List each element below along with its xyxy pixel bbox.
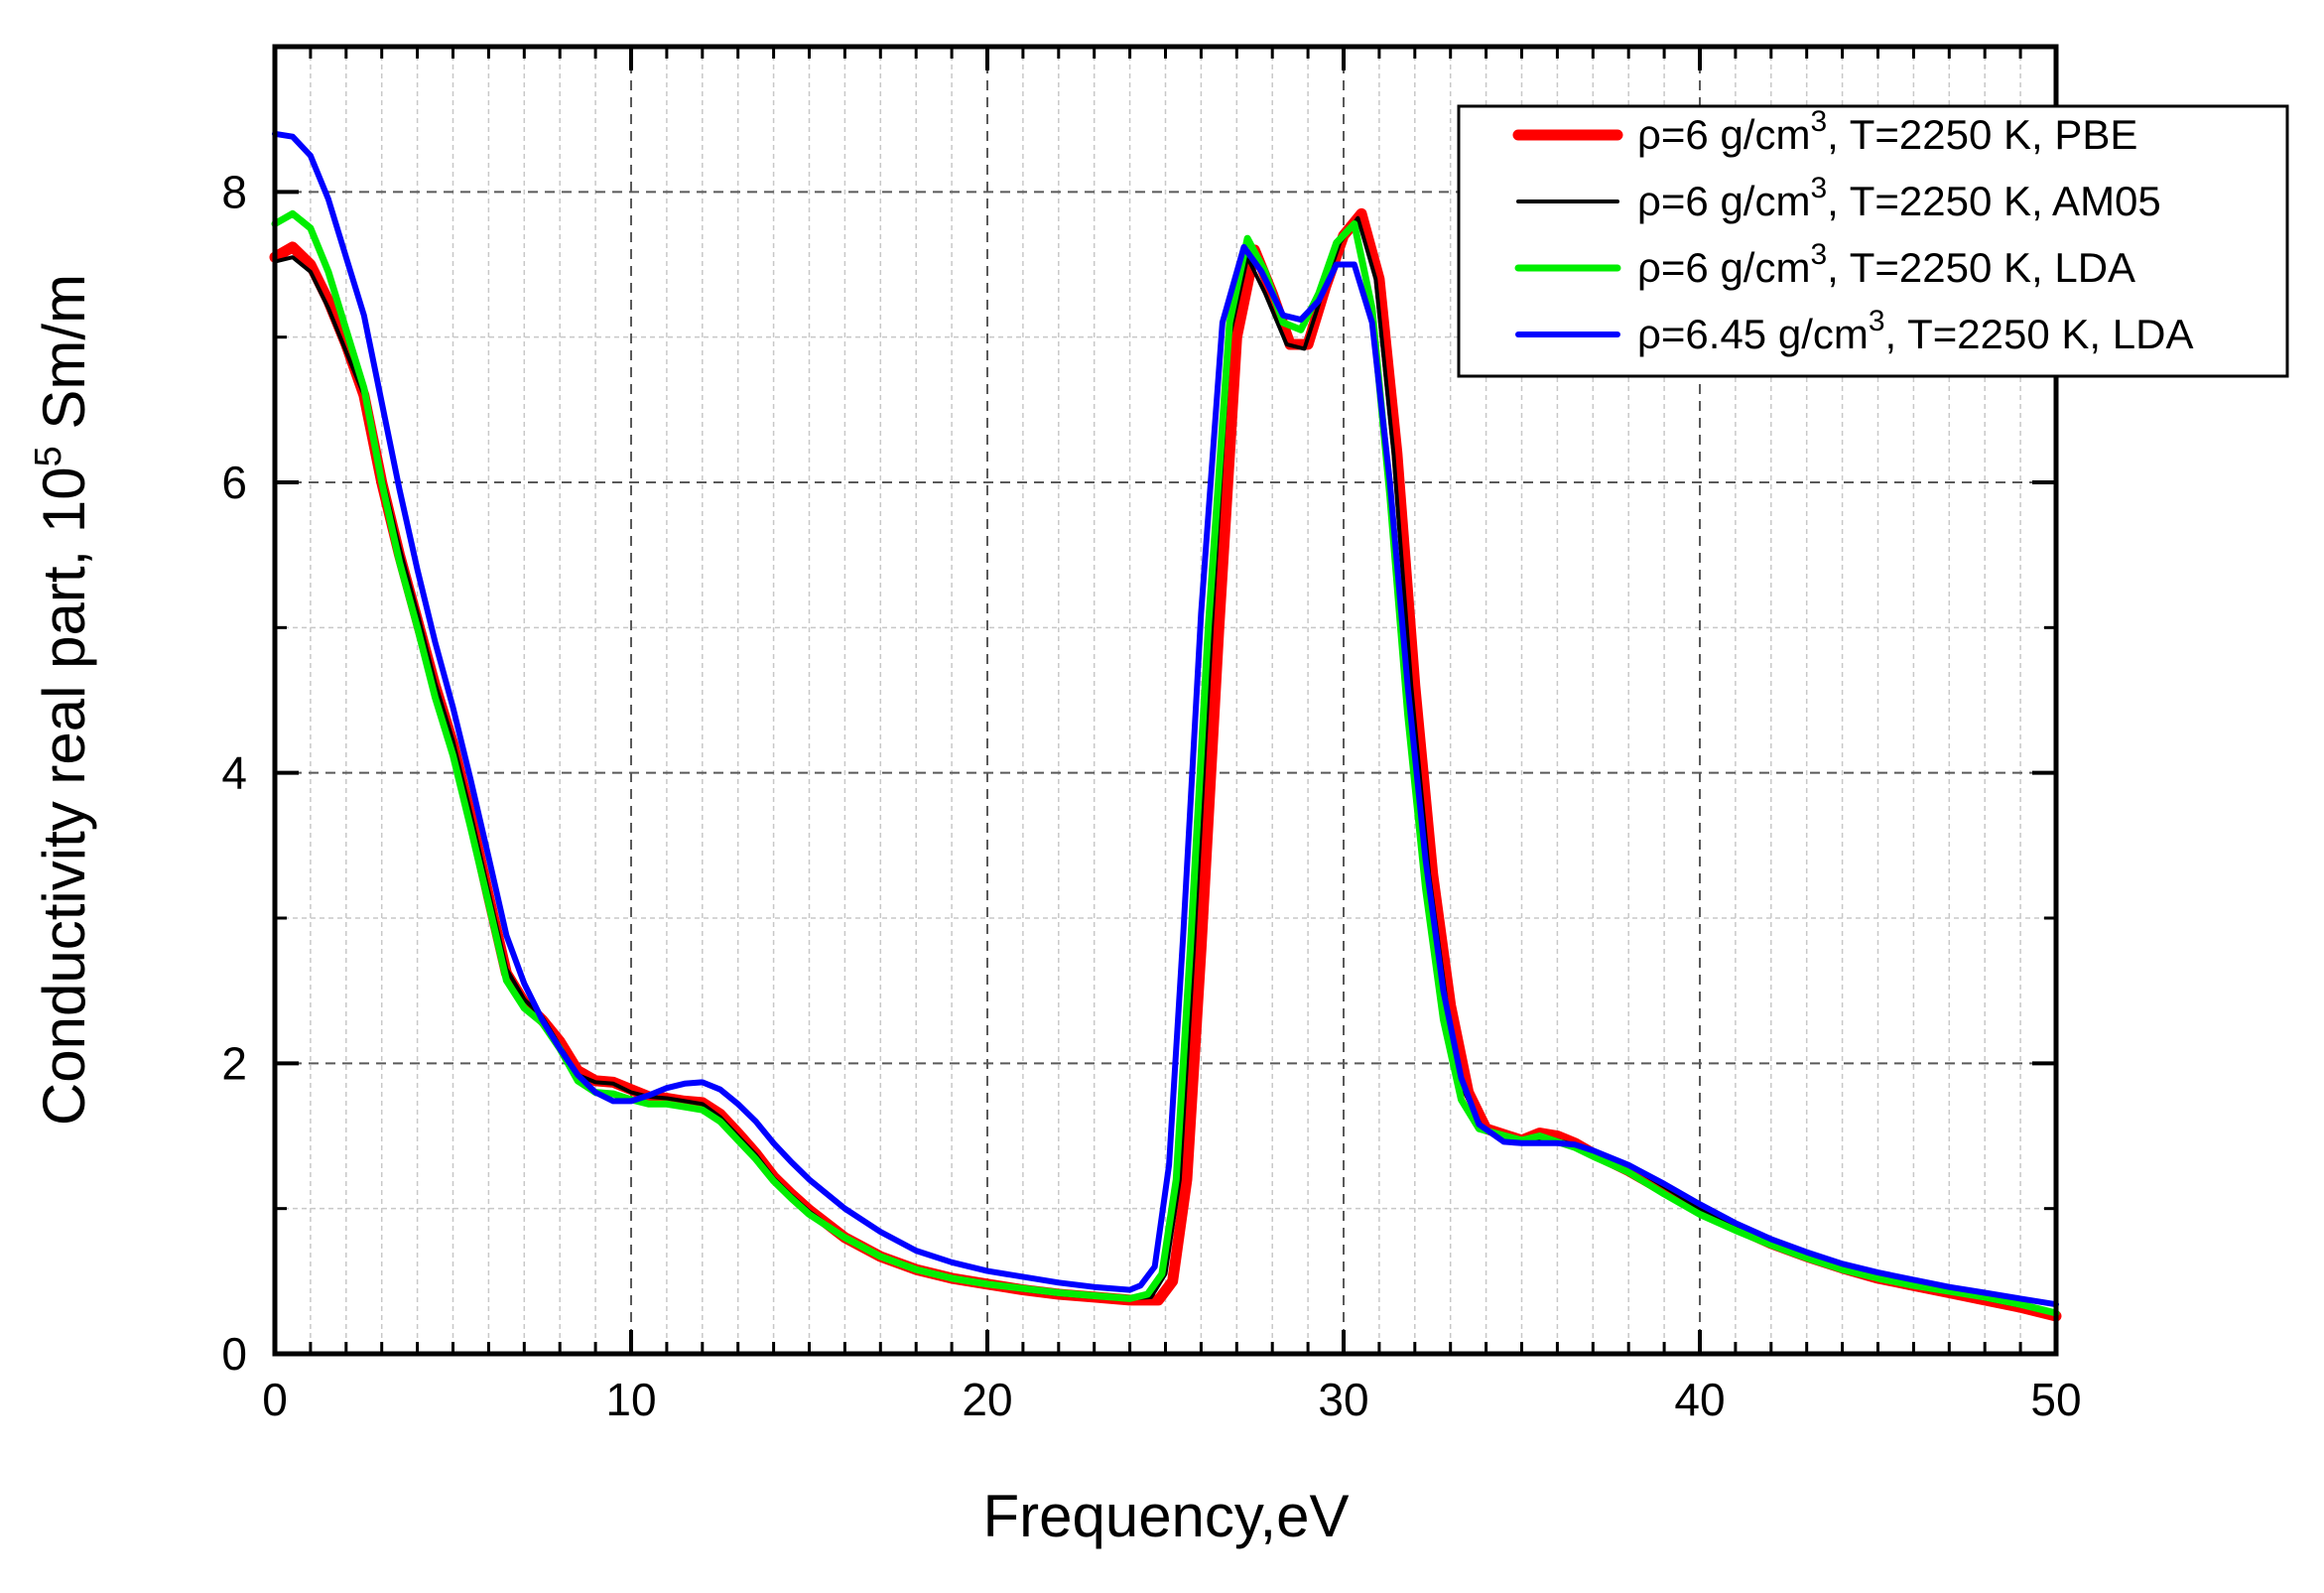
series-line-4 — [272, 130, 2059, 1308]
legend-label-2: ρ=6 g/cm3, T=2250 K, AM05 — [1637, 172, 2161, 224]
x-tick-label: 50 — [2030, 1374, 2081, 1425]
x-tick-label: 20 — [962, 1374, 1012, 1425]
legend-label-3: ρ=6 g/cm3, T=2250 K, LDA — [1637, 238, 2135, 291]
legend-label-rest: , T=2250 K, LDA — [1827, 244, 2135, 291]
legend-label-4: ρ=6.45 g/cm3, T=2250 K, LDA — [1637, 305, 2193, 357]
legend-label-sup: 3 — [1869, 305, 1885, 337]
legend-label-sup: 3 — [1810, 238, 1827, 271]
y-tick-label: 6 — [221, 457, 247, 508]
y-axis-title: Conductivity real part, 105 Sm/m — [28, 274, 97, 1126]
x-tick-label: 0 — [262, 1374, 288, 1425]
x-tick-label: 40 — [1674, 1374, 1725, 1425]
y-axis-tick-labels: 0 2 4 6 8 — [221, 166, 247, 1380]
major-grid — [275, 47, 2056, 1354]
legend-label-rest: , T=2250 K, LDA — [1885, 311, 2194, 357]
legend-label-main: ρ=6 g/cm — [1637, 111, 1810, 158]
y-tick-label: 8 — [221, 166, 247, 217]
x-tick-label: 10 — [605, 1374, 656, 1425]
y-tick-label: 0 — [221, 1328, 247, 1380]
y-axis-title-unit: Sm/m — [31, 274, 97, 446]
legend-box — [1457, 104, 2289, 378]
y-tick-label: 4 — [221, 747, 247, 799]
legend-label-rest: , T=2250 K, AM05 — [1827, 178, 2161, 224]
axis-ticks — [273, 47, 2058, 1356]
legend-label-main: ρ=6.45 g/cm — [1637, 311, 1869, 357]
y-axis-title-main: Conductivity real part, 10 — [31, 466, 97, 1126]
legend-label-rest: , T=2250 K, PBE — [1827, 111, 2137, 158]
legend-label-main: ρ=6 g/cm — [1637, 178, 1810, 224]
y-axis-title-exponent: 5 — [28, 446, 69, 466]
legend-label-1: ρ=6 g/cm3, T=2250 K, PBE — [1637, 105, 2137, 158]
legend-label-sup: 3 — [1810, 172, 1827, 204]
legend-label-main: ρ=6 g/cm — [1637, 244, 1810, 291]
series-layer — [269, 130, 2062, 1322]
legend-label-sup: 3 — [1810, 105, 1827, 138]
x-axis-tick-labels: 0 10 20 30 40 50 — [262, 1374, 2081, 1425]
y-tick-label: 2 — [221, 1037, 247, 1089]
x-tick-label: 30 — [1318, 1374, 1368, 1425]
series-line-3 — [271, 209, 2060, 1317]
x-axis-title: Frequency,eV — [982, 1483, 1349, 1549]
